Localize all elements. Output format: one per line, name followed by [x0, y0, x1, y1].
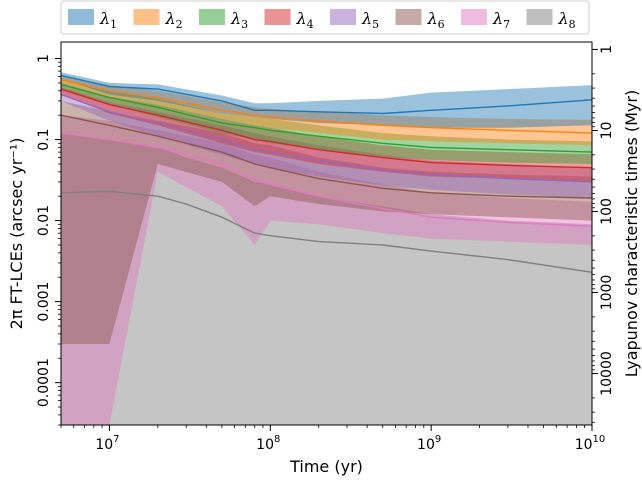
legend-swatch-5: [330, 9, 356, 25]
y2-tick-label: 100: [599, 198, 615, 225]
y2-tick-label: 1000: [599, 275, 615, 311]
series-line-4: [61, 88, 592, 169]
y2-tick-label: 1: [599, 45, 615, 54]
series-line-3: [61, 83, 592, 153]
y-tick-label: 0.0001: [36, 358, 52, 407]
legend-swatch-6: [395, 9, 422, 25]
legend-label-5: λ5: [361, 9, 379, 31]
legend-label-6: λ6: [427, 9, 445, 31]
band-1: [61, 72, 592, 128]
legend-label-1: λ1: [99, 9, 117, 31]
legend-swatch-4: [264, 9, 291, 25]
legend-box: [60, 0, 590, 35]
y-tick-label: 0.001: [36, 282, 52, 322]
legend-swatch-1: [68, 9, 94, 25]
legend: λ1 λ2 λ3 λ4 λ5 λ6 λ7 λ8: [60, 0, 590, 35]
legend-label-4: λ4: [296, 9, 314, 31]
legend-label-2: λ2: [165, 9, 183, 31]
legend-swatch-7: [461, 9, 487, 25]
legend-swatch-8: [526, 9, 553, 25]
y-axis-left: 1 0.1 0.01 0.001 0.0001: [36, 54, 61, 426]
x-tick-label: 107: [95, 434, 119, 453]
y-axis-right: 1 10 100 1000 10000: [592, 45, 615, 423]
series-line-6: [61, 114, 592, 199]
band-3: [61, 79, 592, 164]
y-tick-label: 1: [36, 54, 52, 63]
y2-tick-label: 10: [599, 122, 615, 140]
legend-swatch-3: [199, 9, 225, 25]
legend-swatch-2: [133, 9, 160, 25]
x-tick-label: 108: [256, 434, 280, 453]
series-line-1: [61, 74, 592, 115]
x-axis-label: Time (yr): [289, 457, 363, 476]
y2-tick-label: 10000: [599, 351, 615, 396]
plot-area: [61, 72, 592, 425]
x-tick-label: 109: [417, 434, 441, 453]
series-line-8: [61, 190, 592, 273]
series-line-7: [61, 132, 592, 227]
y-tick-label: 0.1: [36, 128, 52, 150]
band-5: [61, 87, 592, 198]
x-tick-label: 1010: [575, 434, 606, 453]
y2-axis-label: Lyapunov characteristic times (Myr): [622, 90, 641, 377]
y-axis-label: 2π FT-LCEs (arcsec yr⁻¹): [7, 138, 26, 330]
band-4: [61, 82, 592, 182]
series-line-2: [61, 78, 592, 134]
band-2: [61, 75, 592, 146]
band-6: [61, 100, 592, 345]
series-line-5: [61, 93, 592, 183]
y-tick-label: 0.01: [36, 205, 52, 236]
band-7: [61, 115, 592, 425]
x-axis: 107 108 109 1010: [60, 425, 606, 453]
legend-label-3: λ3: [230, 9, 248, 31]
legend-label-8: λ8: [558, 9, 576, 31]
legend-label-7: λ7: [492, 9, 510, 31]
